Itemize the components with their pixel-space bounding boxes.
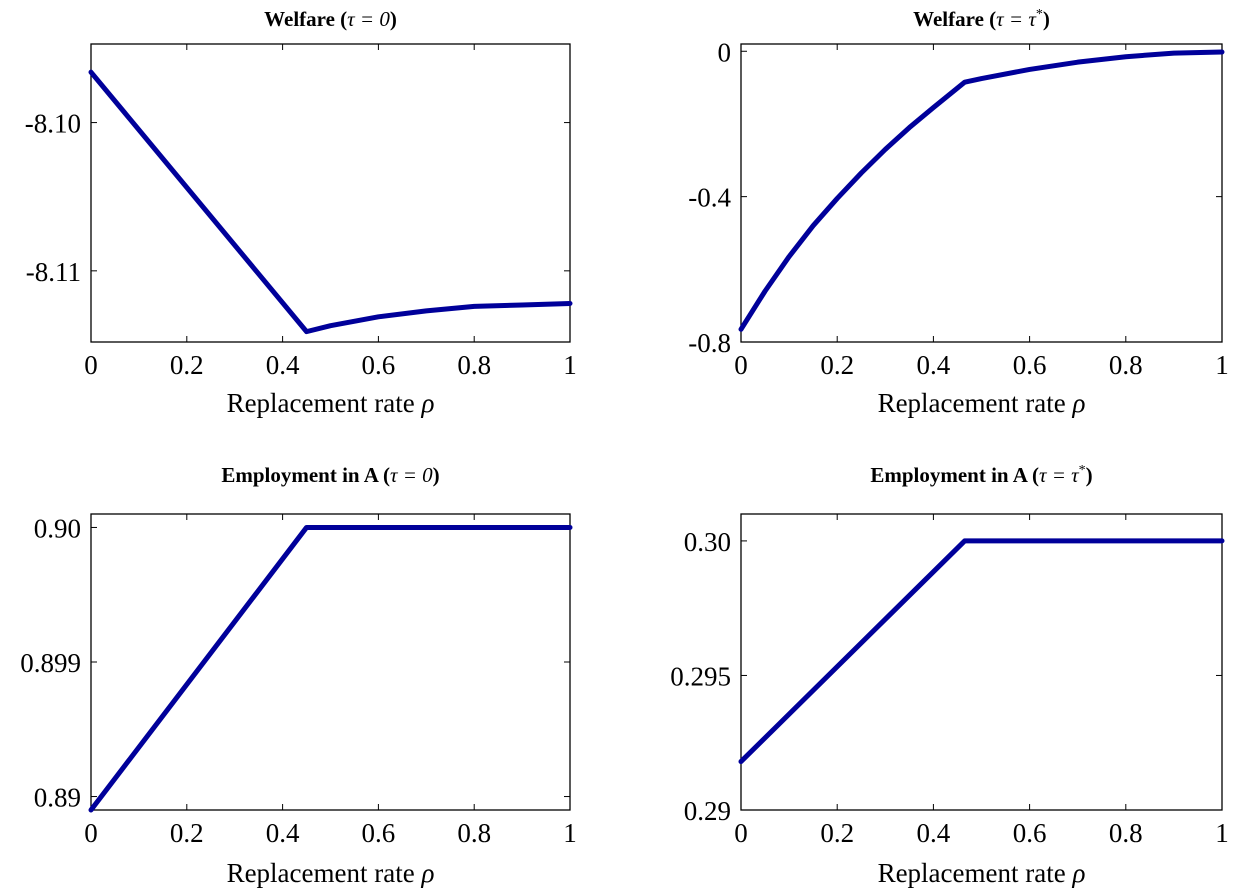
y-tick-label: 0.90 — [34, 513, 81, 543]
x-tick-label: 0.6 — [1013, 818, 1047, 848]
y-tick-label: -8.11 — [26, 257, 81, 287]
y-tick-label: -0.8 — [688, 328, 731, 358]
x-tick-label: 0.2 — [170, 350, 204, 380]
y-tick-label: 0 — [718, 37, 732, 67]
x-tick-label: 0.8 — [457, 350, 491, 380]
y-tick-label: 0.30 — [684, 527, 731, 557]
x-tick-label: 0.4 — [266, 350, 300, 380]
chart-panel-3: Employment in A (τ = 0) 0 0.2 0.4 0.6 0.8 1 0.9… — [20, 463, 577, 888]
x-tick-label: 0 — [734, 350, 748, 380]
x-axis-label: Replacement rate ρ — [227, 858, 435, 888]
chart-title: Welfare (τ = 0) — [264, 7, 397, 31]
x-tick-label: 0 — [734, 818, 748, 848]
y-tick-label: -8.10 — [25, 109, 81, 139]
series-line-1 — [738, 49, 1225, 332]
series-line-1 — [88, 69, 573, 335]
x-tick-label: 0.2 — [170, 818, 204, 848]
chart-panel-1: Welfare (τ = 0) 0 0.2 0.4 0.6 0.8 1 -8.10 -8.11 R… — [25, 7, 577, 418]
x-axis-label: Replacement rate ρ — [878, 858, 1086, 888]
x-tick-label: 0.4 — [266, 818, 300, 848]
chart-title: Employment in A (τ = 0) — [221, 463, 439, 487]
y-tick-label: 0.29 — [684, 796, 731, 826]
x-tick-label: 0.6 — [362, 818, 396, 848]
x-tick-label: 1 — [563, 818, 577, 848]
x-tick-label: 0.2 — [820, 350, 854, 380]
chart-panel-2: Welfare (τ = τ*) 0 0.2 0.4 0.6 0.8 1 0 -0.4 -0.8 R… — [688, 7, 1229, 418]
x-tick-label: 0.6 — [1013, 350, 1047, 380]
plot-frame — [90, 513, 571, 811]
x-tick-label: 1 — [1215, 350, 1229, 380]
x-tick-label: 0.4 — [917, 350, 951, 380]
y-tick-label: 0.89 — [34, 783, 81, 813]
x-tick-label: 0 — [84, 350, 98, 380]
y-tick-label: 0.899 — [20, 648, 81, 678]
x-tick-label: 0.8 — [1109, 818, 1143, 848]
y-tick-label: -0.4 — [688, 183, 731, 213]
x-tick-label: 1 — [563, 350, 577, 380]
chart-title: Welfare (τ = τ*) — [913, 7, 1050, 31]
x-axis-label: Replacement rate ρ — [227, 388, 435, 418]
x-tick-label: 0.4 — [917, 818, 951, 848]
x-tick-label: 0.2 — [820, 818, 854, 848]
x-tick-label: 0 — [84, 818, 98, 848]
series-line-1 — [738, 538, 1225, 765]
x-tick-label: 0.8 — [457, 818, 491, 848]
x-tick-label: 0.8 — [1109, 350, 1143, 380]
x-tick-label: 1 — [1215, 818, 1229, 848]
plot-frame — [740, 513, 1223, 811]
x-tick-label: 0.6 — [362, 350, 396, 380]
series-line-1 — [88, 524, 573, 813]
chart-title: Employment in A (τ = τ*) — [870, 463, 1092, 487]
y-tick-label: 0.295 — [670, 661, 731, 691]
chart-panel-4: Employment in A (τ = τ*) 0 0.2 0.4 0.6 0.8 1 0.… — [670, 463, 1229, 888]
plot-frame — [740, 43, 1223, 343]
x-axis-label: Replacement rate ρ — [878, 388, 1086, 418]
plot-frame — [90, 43, 571, 343]
